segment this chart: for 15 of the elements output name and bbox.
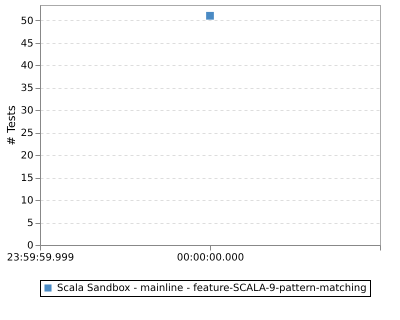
y-tick-label: 25 [20, 128, 34, 140]
x-tick-label: 23:59:59.999 [6, 252, 74, 264]
x-tick-label: 00:00:00.000 [176, 252, 244, 264]
y-tick-label: 20 [20, 150, 34, 162]
y-tick-label: 0 [27, 240, 34, 252]
y-tick-label: 10 [20, 196, 34, 207]
y-tick-label: 45 [20, 38, 34, 50]
y-tick-label: 5 [27, 218, 34, 230]
legend-label: Scala Sandbox - mainline - feature-SCALA-9-pattern-matching [57, 283, 367, 294]
y-tick-label: 15 [20, 173, 34, 184]
y-tick-label: 35 [20, 83, 34, 94]
y-tick-label: 40 [20, 60, 34, 72]
y-axis-title: # Tests [4, 105, 18, 146]
y-tick-label: 50 [20, 16, 34, 27]
y-tick-label: 30 [20, 106, 34, 117]
